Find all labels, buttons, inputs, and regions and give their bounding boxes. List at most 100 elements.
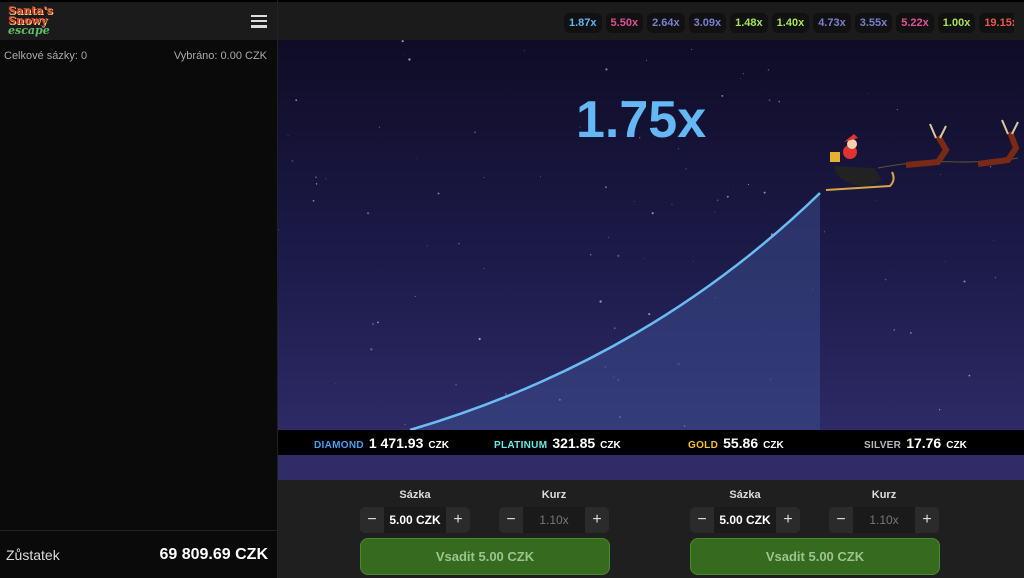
star: [778, 100, 781, 103]
jackpot-diamond: DIAMOND 1 471.93 CZK: [314, 435, 449, 451]
game-logo: Santa's Snowy escape: [8, 4, 53, 37]
star: [648, 313, 651, 316]
history-multiplier: 3.09x: [688, 13, 727, 33]
history-multiplier: 4.73x: [813, 13, 851, 33]
history-multiplier: 3.55x: [854, 13, 893, 33]
jackpot-currency: CZK: [428, 439, 449, 451]
star: [893, 329, 896, 331]
star: [378, 126, 381, 129]
stake-label: Sázka: [399, 489, 431, 501]
star: [315, 183, 318, 185]
jackpot-bar: DIAMOND 1 471.93 CZK PLATINUM 321.85 CZK GOLD 5…: [278, 430, 1024, 455]
jackpot-currency: CZK: [763, 439, 784, 451]
scene-ground: [278, 455, 1024, 480]
star: [896, 108, 898, 111]
star: [691, 48, 693, 50]
star: [739, 78, 741, 80]
stake-decrease-button[interactable]: −: [367, 511, 377, 528]
star: [366, 212, 370, 215]
history-multiplier: 1.48x: [730, 13, 768, 33]
jackpot-name: DIAMOND: [314, 439, 364, 451]
star: [437, 192, 440, 195]
stake-decrease-button[interactable]: −: [697, 511, 707, 528]
star: [685, 168, 687, 170]
odds-input[interactable]: 1.10x: [523, 507, 585, 533]
star: [335, 383, 336, 384]
jackpot-name: PLATINUM: [494, 439, 548, 451]
star: [742, 73, 745, 75]
current-multiplier: 1.75x: [576, 91, 707, 149]
star: [599, 300, 602, 303]
odds-input[interactable]: 1.10x: [853, 507, 915, 533]
odds-stepper: −1.10x +: [499, 507, 609, 533]
sidebar: Santa's Snowy escape Celkové sázky: 0 Vybr…: [0, 0, 278, 578]
stake-input[interactable]: 5.00 CZK: [384, 507, 446, 533]
star: [614, 327, 616, 329]
star: [721, 95, 724, 97]
star: [677, 148, 680, 150]
santa-sleigh-icon: [825, 119, 1020, 191]
star: [524, 50, 525, 52]
odds-label: Kurz: [871, 489, 897, 501]
star: [377, 321, 379, 324]
star: [579, 126, 581, 128]
jackpot-currency: CZK: [946, 439, 967, 451]
total-bets: Celkové sázky: 0: [4, 50, 88, 62]
star: [478, 337, 481, 341]
jackpot-amount: 17.76: [906, 434, 942, 451]
star: [732, 189, 734, 191]
stake-stepper: −5.00 CZK +: [690, 507, 800, 533]
star: [622, 100, 624, 102]
star: [416, 158, 418, 159]
odds-increase-button[interactable]: +: [922, 511, 932, 528]
odds-stepper: −1.10x +: [829, 507, 939, 533]
star: [671, 203, 673, 205]
jackpot-silver: SILVER 17.76 CZK: [864, 435, 967, 451]
stake-input[interactable]: 5.00 CZK: [714, 507, 776, 533]
star: [940, 173, 942, 175]
star: [370, 348, 373, 351]
odds-label: Kurz: [541, 489, 567, 501]
jackpot-amount: 321.85: [552, 434, 596, 451]
star: [371, 323, 374, 326]
star: [312, 199, 315, 202]
stake-increase-button[interactable]: +: [453, 511, 463, 528]
odds-increase-button[interactable]: +: [592, 511, 602, 528]
star: [325, 178, 327, 180]
multiplier-curve: [409, 192, 821, 430]
jackpot-gold: GOLD 55.86 CZK: [688, 435, 784, 451]
star: [994, 276, 996, 279]
history-multiplier: 2.64x: [647, 13, 685, 33]
star: [605, 186, 607, 188]
odds-decrease-button[interactable]: −: [506, 511, 516, 528]
star: [401, 40, 404, 43]
star: [404, 423, 406, 426]
star: [605, 68, 608, 71]
place-bet-button[interactable]: Vsadit 5.00 CZK: [690, 538, 940, 575]
star: [408, 58, 411, 61]
place-bet-button[interactable]: Vsadit 5.00 CZK: [360, 538, 610, 575]
history-multiplier: 19.15x: [979, 13, 1014, 33]
jackpot-name: SILVER: [864, 439, 902, 451]
game-canvas: 1.75x: [278, 40, 1024, 430]
star: [426, 245, 428, 247]
star: [455, 384, 457, 386]
star: [651, 212, 654, 215]
star: [295, 99, 298, 102]
star: [458, 242, 460, 245]
star: [589, 253, 592, 256]
stake-increase-button[interactable]: +: [783, 511, 793, 528]
star: [608, 237, 610, 238]
odds-decrease-button[interactable]: −: [836, 511, 846, 528]
menu-icon[interactable]: [251, 14, 267, 28]
star: [768, 99, 771, 102]
sidebar-header: Santa's Snowy escape: [0, 0, 277, 40]
star: [876, 200, 878, 202]
withdrawn: Vybráno: 0.00 CZK: [173, 50, 267, 62]
history-multiplier: 5.22x: [896, 13, 934, 33]
star: [884, 278, 887, 281]
star: [291, 159, 294, 162]
star: [414, 295, 416, 297]
star: [539, 176, 541, 177]
star: [617, 254, 620, 257]
